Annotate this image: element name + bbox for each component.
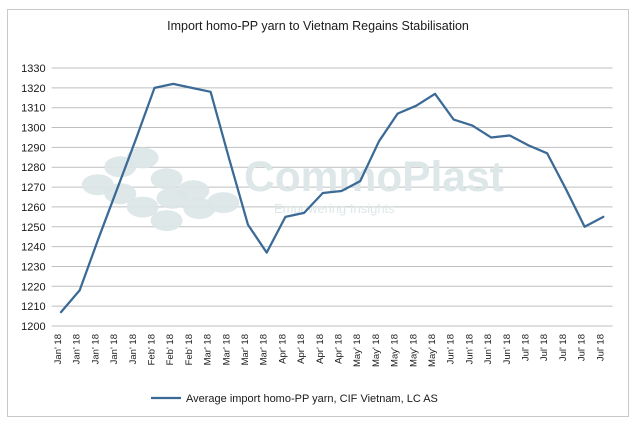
svg-text:Jul' 18: Jul' 18 <box>539 334 550 361</box>
svg-text:Jul' 18: Jul' 18 <box>595 334 606 361</box>
svg-text:1290: 1290 <box>21 142 45 154</box>
svg-text:May' 18: May' 18 <box>352 334 363 367</box>
svg-text:1200: 1200 <box>21 321 45 333</box>
svg-text:Jul' 18: Jul' 18 <box>558 334 569 361</box>
svg-text:Jul' 18: Jul' 18 <box>577 334 588 361</box>
svg-text:Jul' 18: Jul' 18 <box>521 334 532 361</box>
svg-text:1320: 1320 <box>21 83 45 95</box>
svg-text:1240: 1240 <box>21 242 45 254</box>
svg-text:Jan' 18: Jan' 18 <box>72 334 83 364</box>
svg-text:1270: 1270 <box>21 182 45 194</box>
svg-text:Jun' 18: Jun' 18 <box>464 334 475 364</box>
svg-text:Jan' 18: Jan' 18 <box>90 334 101 364</box>
svg-text:1300: 1300 <box>21 123 45 135</box>
svg-text:1230: 1230 <box>21 262 45 274</box>
svg-text:May' 18: May' 18 <box>390 334 401 367</box>
svg-text:Mar' 18: Mar' 18 <box>259 334 270 365</box>
svg-text:CommoPlast: CommoPlast <box>244 154 504 201</box>
svg-text:1280: 1280 <box>21 162 45 174</box>
svg-text:1210: 1210 <box>21 301 45 313</box>
svg-text:1330: 1330 <box>21 63 45 75</box>
svg-text:Feb' 18: Feb' 18 <box>184 334 195 365</box>
svg-text:1220: 1220 <box>21 281 45 293</box>
svg-text:Mar' 18: Mar' 18 <box>203 334 214 365</box>
svg-text:Empowering Insights: Empowering Insights <box>274 201 395 216</box>
svg-text:1310: 1310 <box>21 103 45 115</box>
svg-text:Apr' 18: Apr' 18 <box>296 334 307 364</box>
svg-text:Feb' 18: Feb' 18 <box>147 334 158 365</box>
svg-text:May' 18: May' 18 <box>408 334 419 367</box>
svg-text:May' 18: May' 18 <box>427 334 438 367</box>
svg-text:May' 18: May' 18 <box>371 334 382 367</box>
svg-text:Jun' 18: Jun' 18 <box>502 334 513 364</box>
svg-text:Feb' 18: Feb' 18 <box>165 334 176 365</box>
svg-text:Apr' 18: Apr' 18 <box>334 334 345 364</box>
svg-text:Jun' 18: Jun' 18 <box>483 334 494 364</box>
svg-text:Jan' 18: Jan' 18 <box>109 334 120 364</box>
svg-text:Mar' 18: Mar' 18 <box>240 334 251 365</box>
svg-text:Apr' 18: Apr' 18 <box>277 334 288 364</box>
svg-text:Jun' 18: Jun' 18 <box>446 334 457 364</box>
svg-text:Apr' 18: Apr' 18 <box>315 334 326 364</box>
svg-text:Jan' 18: Jan' 18 <box>53 334 64 364</box>
svg-text:Average import homo-PP yarn, C: Average import homo-PP yarn, CIF Vietnam… <box>186 393 438 405</box>
svg-text:Mar' 18: Mar' 18 <box>221 334 232 365</box>
svg-text:Jan' 18: Jan' 18 <box>128 334 139 364</box>
svg-text:1250: 1250 <box>21 222 45 234</box>
svg-text:1260: 1260 <box>21 202 45 214</box>
